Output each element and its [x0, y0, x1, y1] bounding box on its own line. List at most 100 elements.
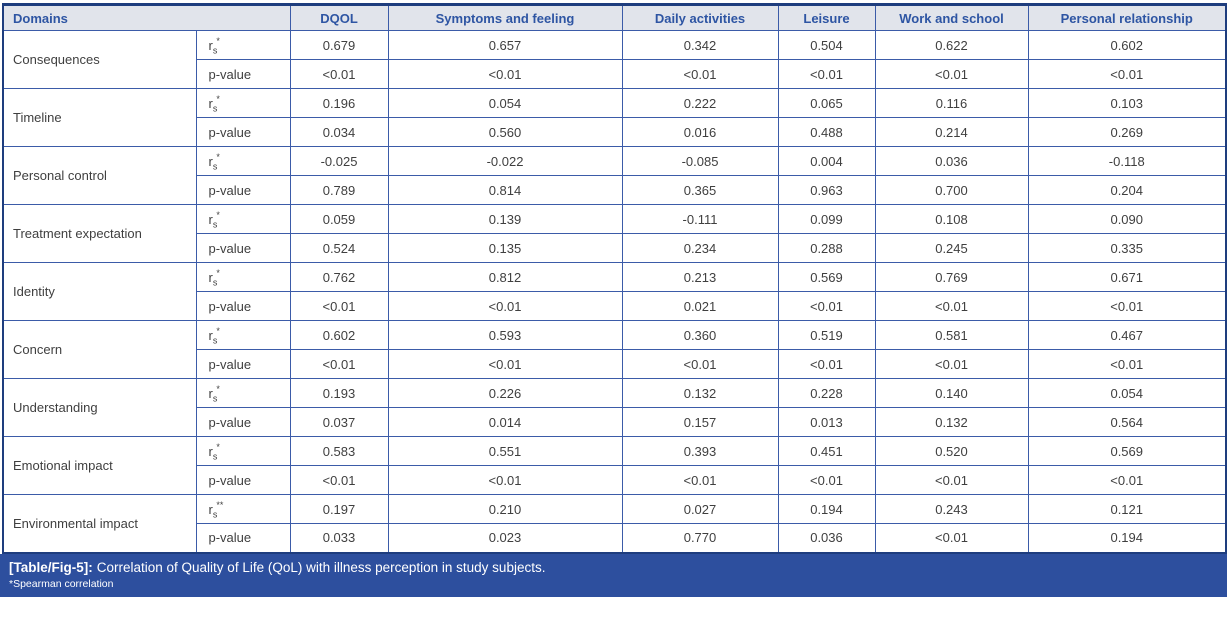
rs-value-cell: 0.139: [387, 204, 623, 234]
domain-row-rs: Personal control rs* -0.025 -0.022 -0.085 0.0…: [2, 146, 1227, 205]
rs-value-cell: 0.393: [621, 436, 779, 466]
p-value-cell: 0.365: [621, 175, 779, 205]
p-value-cell: <0.01: [874, 523, 1029, 553]
rs-value-cell: 0.602: [289, 320, 389, 350]
p-value-cell: <0.01: [387, 291, 623, 321]
stat-label-pvalue: p-value: [195, 407, 291, 437]
stat-label-rs: rs*: [195, 436, 291, 466]
domain-label: Identity: [2, 262, 197, 321]
rs-value-cell: 0.121: [1027, 494, 1227, 524]
rs-value-cell: 0.342: [621, 30, 779, 60]
rs-value-cell: 0.467: [1027, 320, 1227, 350]
rs-value-cell: 0.054: [387, 88, 623, 118]
rs-value-cell: 0.065: [777, 88, 876, 118]
p-value-cell: 0.023: [387, 523, 623, 553]
domain-row-rs: Consequences rs* 0.679 0.657 0.342 0.504 0.622…: [2, 30, 1227, 89]
column-header-work-and-school: Work and school: [874, 4, 1029, 31]
rs-value-cell: 0.194: [777, 494, 876, 524]
stat-label-rs: rs*: [195, 262, 291, 292]
domain-label: Concern: [2, 320, 197, 379]
p-value-cell: 0.789: [289, 175, 389, 205]
p-value-cell: 0.034: [289, 117, 389, 147]
rs-value-cell: 0.140: [874, 378, 1029, 408]
column-header-daily-activities: Daily activities: [621, 4, 779, 31]
domain-label: Personal control: [2, 146, 197, 205]
stat-label-pvalue: p-value: [195, 349, 291, 379]
rs-value-cell: 0.197: [289, 494, 389, 524]
domain-row-rs: Environmental impact rs** 0.197 0.210 0.027 0…: [2, 494, 1227, 553]
table-header: Domains DQOL Symptoms and feeling Daily act…: [2, 4, 1227, 31]
stat-label-rs: rs*: [195, 204, 291, 234]
correlation-table: Domains DQOL Symptoms and feeling Daily act…: [2, 3, 1227, 554]
rs-value-cell: 0.004: [777, 146, 876, 176]
domain-row-rs: Concern rs* 0.602 0.593 0.360 0.519 0.581 0.467: [2, 320, 1227, 379]
p-value-cell: 0.014: [387, 407, 623, 437]
rs-value-cell: 0.769: [874, 262, 1029, 292]
rs-value-cell: 0.671: [1027, 262, 1227, 292]
rs-value-cell: 0.583: [289, 436, 389, 466]
stat-label-rs: rs*: [195, 320, 291, 350]
rs-value-cell: 0.581: [874, 320, 1029, 350]
p-value-cell: <0.01: [289, 349, 389, 379]
rs-value-cell: -0.022: [387, 146, 623, 176]
rs-value-cell: 0.657: [387, 30, 623, 60]
p-value-cell: 0.234: [621, 233, 779, 263]
domain-row-pvalue: p-value <0.01 <0.01 0.021 <0.01 <0.01 <0.01: [3, 291, 1227, 321]
p-value-cell: 0.037: [289, 407, 389, 437]
domain-row-pvalue: p-value 0.789 0.814 0.365 0.963 0.700 0.204: [3, 175, 1227, 205]
stat-label-pvalue: p-value: [195, 117, 291, 147]
p-value-cell: 0.524: [289, 233, 389, 263]
stat-label-rs: rs*: [195, 30, 291, 60]
p-value-cell: 0.013: [777, 407, 876, 437]
rs-value-cell: 0.226: [387, 378, 623, 408]
p-value-cell: <0.01: [777, 59, 876, 89]
rs-value-cell: 0.569: [777, 262, 876, 292]
p-value-cell: 0.016: [621, 117, 779, 147]
column-header-dqol: DQOL: [289, 4, 389, 31]
p-value-cell: <0.01: [289, 59, 389, 89]
stat-label-pvalue: p-value: [195, 291, 291, 321]
p-value-cell: <0.01: [621, 349, 779, 379]
rs-value-cell: 0.027: [621, 494, 779, 524]
p-value-cell: 0.269: [1027, 117, 1227, 147]
rs-value-cell: 0.451: [777, 436, 876, 466]
rs-value-cell: 0.132: [621, 378, 779, 408]
p-value-cell: 0.194: [1027, 523, 1227, 553]
domain-label: Treatment expectation: [2, 204, 197, 263]
p-value-cell: 0.245: [874, 233, 1029, 263]
column-header-symptoms-and-feeling: Symptoms and feeling: [387, 4, 623, 31]
rs-value-cell: 0.762: [289, 262, 389, 292]
column-header-leisure: Leisure: [777, 4, 876, 31]
p-value-cell: 0.036: [777, 523, 876, 553]
p-value-cell: <0.01: [387, 59, 623, 89]
domain-row-rs: Emotional impact rs* 0.583 0.551 0.393 0.451 0…: [2, 436, 1227, 495]
p-value-cell: <0.01: [1027, 291, 1227, 321]
p-value-cell: 0.488: [777, 117, 876, 147]
p-value-cell: 0.033: [289, 523, 389, 553]
stat-label-rs: rs*: [195, 146, 291, 176]
rs-value-cell: 0.243: [874, 494, 1029, 524]
rs-value-cell: 0.108: [874, 204, 1029, 234]
domain-row-pvalue: p-value <0.01 <0.01 <0.01 <0.01 <0.01 <0.01: [3, 59, 1227, 89]
domain-row-rs: Treatment expectation rs* 0.059 0.139 -0.111…: [2, 204, 1227, 263]
table-body: Consequences rs* 0.679 0.657 0.342 0.504 0.622…: [2, 30, 1227, 553]
table-caption-line: [Table/Fig-5]: Correlation of Quality of …: [9, 559, 1217, 576]
rs-value-cell: 0.210: [387, 494, 623, 524]
domain-label: Understanding: [2, 378, 197, 437]
p-value-cell: <0.01: [874, 59, 1029, 89]
p-value-cell: 0.700: [874, 175, 1029, 205]
p-value-cell: 0.204: [1027, 175, 1227, 205]
rs-value-cell: 0.054: [1027, 378, 1227, 408]
rs-value-cell: 0.099: [777, 204, 876, 234]
stat-label-pvalue: p-value: [195, 59, 291, 89]
p-value-cell: <0.01: [387, 349, 623, 379]
p-value-cell: <0.01: [1027, 349, 1227, 379]
p-value-cell: <0.01: [777, 291, 876, 321]
rs-value-cell: 0.213: [621, 262, 779, 292]
rs-value-cell: -0.025: [289, 146, 389, 176]
p-value-cell: <0.01: [387, 465, 623, 495]
p-value-cell: <0.01: [874, 291, 1029, 321]
domain-row-pvalue: p-value 0.524 0.135 0.234 0.288 0.245 0.335: [3, 233, 1227, 263]
rs-value-cell: 0.812: [387, 262, 623, 292]
